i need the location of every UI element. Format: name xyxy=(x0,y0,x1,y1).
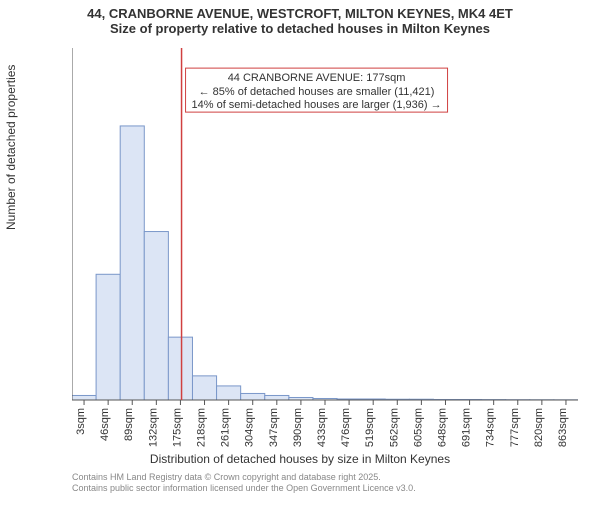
y-axis-label: Number of detached properties xyxy=(4,65,18,230)
svg-text:304sqm: 304sqm xyxy=(244,408,256,447)
svg-text:89sqm: 89sqm xyxy=(123,408,135,441)
chart-area: 010002000300040005000600070003sqm46sqm89… xyxy=(72,48,578,400)
footer-line-1: Contains HM Land Registry data © Crown c… xyxy=(72,472,416,483)
svg-text:863sqm: 863sqm xyxy=(557,408,569,447)
title-line-1: 44, CRANBORNE AVENUE, WESTCROFT, MILTON … xyxy=(0,6,600,21)
footer-line-2: Contains public sector information licen… xyxy=(72,483,416,494)
bar xyxy=(265,395,289,400)
svg-text:519sqm: 519sqm xyxy=(364,408,376,447)
bar xyxy=(120,126,144,400)
svg-text:347sqm: 347sqm xyxy=(268,408,280,447)
svg-text:820sqm: 820sqm xyxy=(533,408,545,447)
svg-text:734sqm: 734sqm xyxy=(485,408,497,447)
annotation-text-3: 14% of semi-detached houses are larger (… xyxy=(192,99,442,111)
svg-text:433sqm: 433sqm xyxy=(316,408,328,447)
svg-text:175sqm: 175sqm xyxy=(171,408,183,447)
svg-text:648sqm: 648sqm xyxy=(436,408,448,447)
annotation-text-1: 44 CRANBORNE AVENUE: 177sqm xyxy=(228,72,406,84)
svg-text:261sqm: 261sqm xyxy=(220,408,232,447)
bar xyxy=(217,386,241,400)
svg-text:3sqm: 3sqm xyxy=(75,408,87,435)
svg-text:691sqm: 691sqm xyxy=(461,408,473,447)
bar xyxy=(168,337,192,400)
title-line-2: Size of property relative to detached ho… xyxy=(0,21,600,36)
chart-svg: 010002000300040005000600070003sqm46sqm89… xyxy=(72,48,578,448)
bar xyxy=(96,274,120,400)
bar xyxy=(241,393,265,400)
svg-text:777sqm: 777sqm xyxy=(509,408,521,447)
bar xyxy=(72,395,96,400)
svg-text:132sqm: 132sqm xyxy=(147,408,159,447)
svg-text:562sqm: 562sqm xyxy=(388,408,400,447)
bar xyxy=(192,376,216,400)
annotation-text-2: ← 85% of detached houses are smaller (11… xyxy=(199,86,435,98)
svg-text:46sqm: 46sqm xyxy=(99,408,111,441)
svg-text:476sqm: 476sqm xyxy=(340,408,352,447)
x-axis-label: Distribution of detached houses by size … xyxy=(0,452,600,466)
svg-text:605sqm: 605sqm xyxy=(412,408,424,447)
footer-attribution: Contains HM Land Registry data © Crown c… xyxy=(72,472,416,495)
bar xyxy=(144,232,168,400)
svg-text:390sqm: 390sqm xyxy=(292,408,304,447)
svg-text:218sqm: 218sqm xyxy=(196,408,208,447)
